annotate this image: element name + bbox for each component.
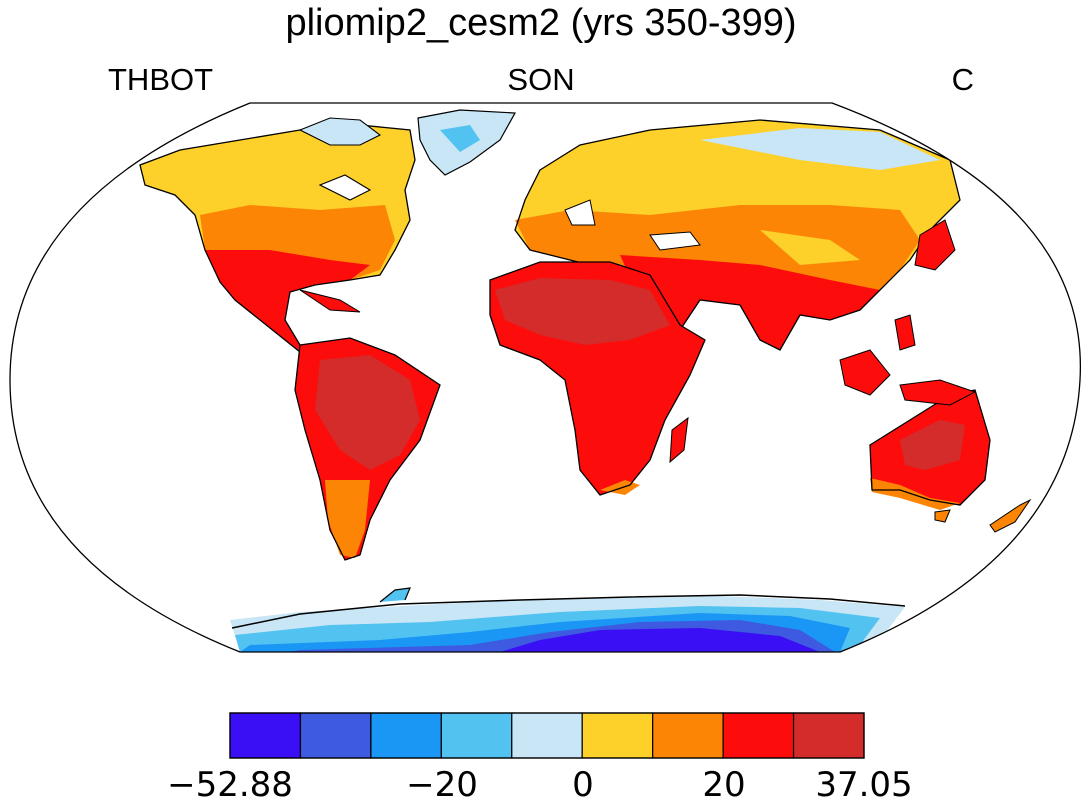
colorbar-frame — [229, 712, 865, 759]
maritime-southeast-asia — [839, 314, 977, 406]
colorbar-swatch-8 — [792, 712, 865, 759]
australia — [869, 389, 1032, 533]
colorbar-swatch-1 — [299, 712, 372, 759]
map-title: pliomip2_cesm2 (yrs 350-399) — [285, 2, 797, 44]
antarctica — [230, 587, 906, 652]
africa — [489, 261, 706, 496]
north-america — [139, 117, 416, 361]
colorbar-swatch-5 — [581, 712, 654, 759]
map-boundary — [9, 102, 1081, 653]
colorbar-swatch-2 — [370, 712, 442, 759]
eurasia — [514, 119, 961, 351]
colorbar-tick-max: 37.05 — [815, 765, 912, 798]
season-label: SON — [507, 62, 575, 97]
colorbar-swatch-4 — [511, 712, 583, 759]
colorbar-tick-neg20: −20 — [406, 765, 478, 798]
units-label: C — [951, 62, 974, 97]
colorbar-swatch-0 — [229, 712, 302, 759]
variable-label: THBOT — [108, 62, 214, 97]
world-map — [9, 102, 1081, 653]
colorbar-tick-20: 20 — [702, 765, 745, 798]
colorbar-tick-zero: 0 — [572, 765, 594, 798]
greenland — [417, 109, 516, 176]
colorbar-swatch-7 — [722, 712, 795, 759]
colorbar-swatch-3 — [440, 712, 513, 759]
colorbar-swatch-6 — [652, 712, 724, 759]
colorbar: −52.88 −20 0 20 37.05 — [167, 712, 913, 798]
colorbar-tick-min: −52.88 — [167, 765, 293, 798]
colorbar-swatches — [229, 712, 865, 759]
south-america — [294, 337, 441, 561]
